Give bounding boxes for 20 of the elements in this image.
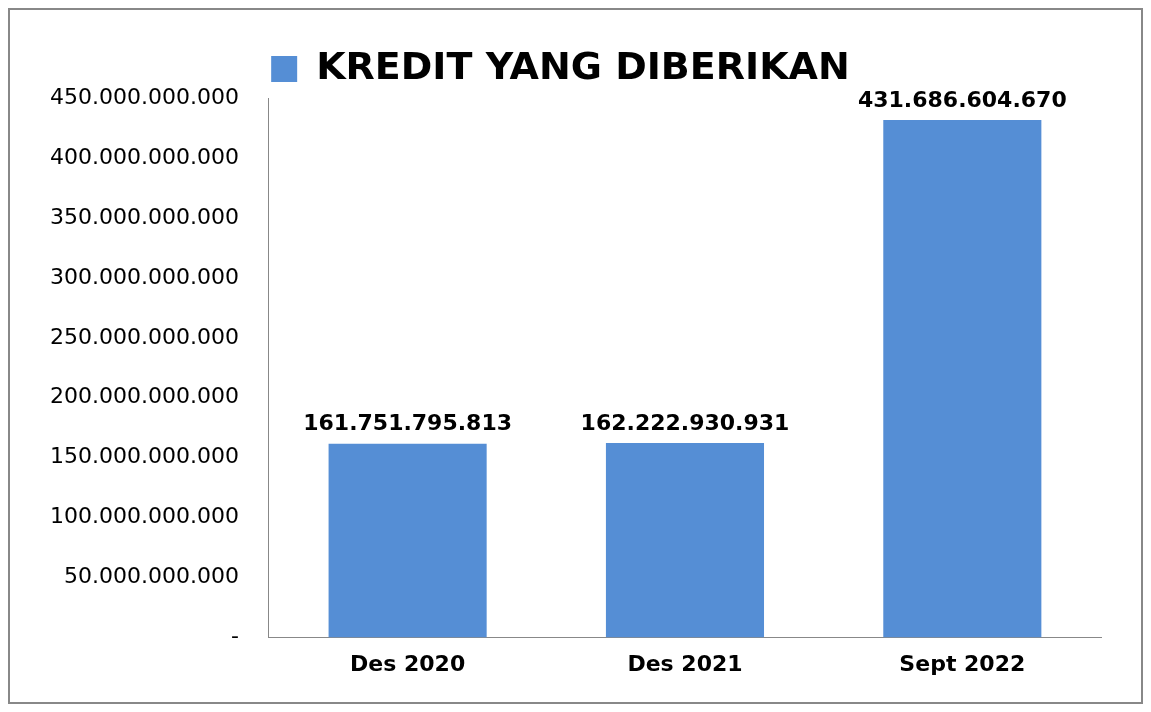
y-tick-label: 250.000.000.000 <box>49 323 239 349</box>
data-label: 431.686.604.670 <box>857 86 1067 112</box>
x-tick-label: Des 2020 <box>350 650 466 676</box>
data-label: 161.751.795.813 <box>303 410 512 436</box>
y-tick-label: 50.000.000.000 <box>63 563 239 589</box>
x-tick-label: Des 2021 <box>627 650 743 676</box>
bar <box>883 119 1042 638</box>
y-tick-label: 450.000.000.000 <box>49 83 239 109</box>
y-tick-label: - <box>230 623 239 649</box>
data-label: 162.222.930.931 <box>580 409 790 435</box>
bar <box>328 443 487 638</box>
legend-label: KREDIT YANG DIBERIKAN <box>316 43 850 88</box>
y-tick-label: 100.000.000.000 <box>49 503 239 529</box>
y-tick-label: 150.000.000.000 <box>49 443 239 469</box>
bar <box>605 443 765 638</box>
y-tick-label: 350.000.000.000 <box>49 203 239 229</box>
y-tick-label: 300.000.000.000 <box>49 263 239 289</box>
x-tick-label: Sept 2022 <box>899 650 1026 676</box>
y-tick-label: 200.000.000.000 <box>49 383 239 409</box>
y-tick-label: 400.000.000.000 <box>49 143 239 169</box>
